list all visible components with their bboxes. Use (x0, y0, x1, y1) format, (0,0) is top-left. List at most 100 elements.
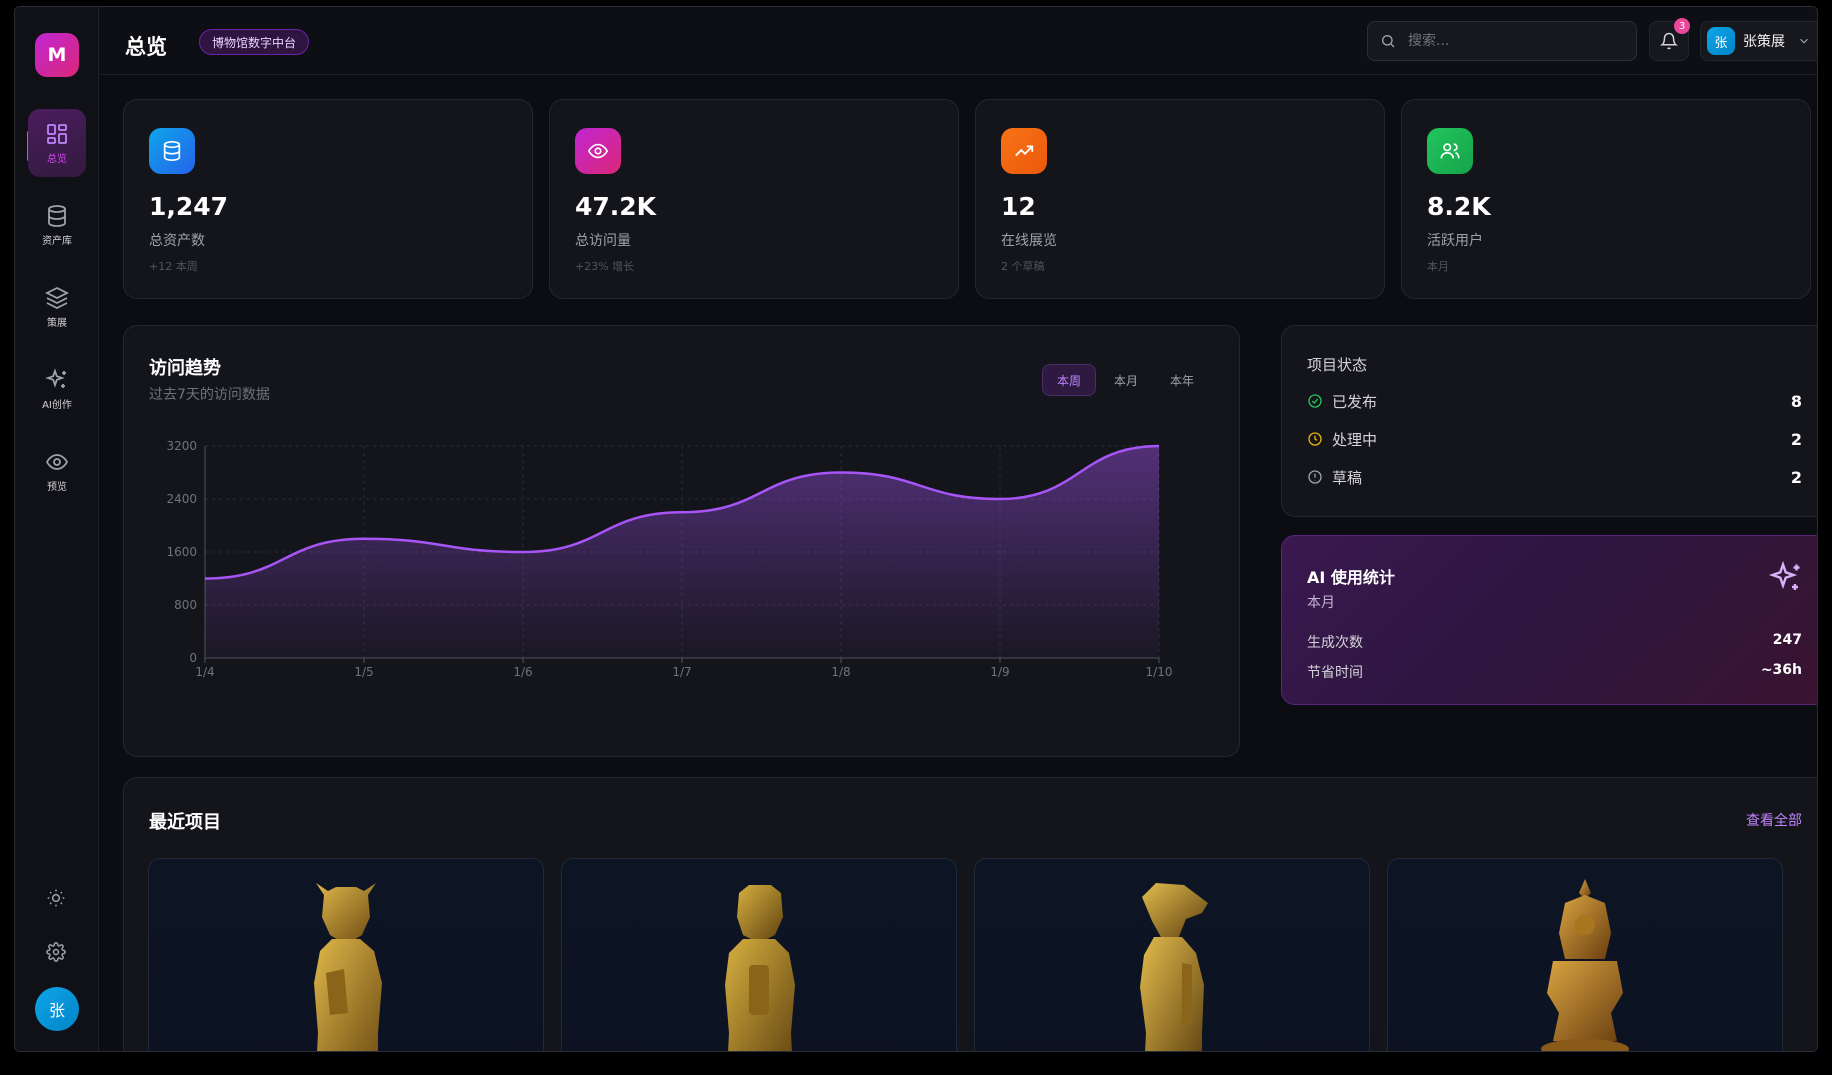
chart-title: 访问趋势 (149, 358, 221, 379)
stat-value: 1,247 (149, 192, 229, 221)
visit-trend-chart: 0 800 1600 2400 3200 1/4 1/5 1/6 1/7 1/8 1/9 1/10 (166, 439, 1173, 679)
sparkles-icon (45, 367, 66, 388)
visit-trend-card: 访问趋势 过去7天的访问数据 本周 本月 本年 0 800 1600 2400 3200… (123, 325, 1240, 757)
settings-button[interactable] (41, 937, 71, 967)
search-icon (1382, 35, 1395, 48)
chevron-down-icon (1800, 38, 1808, 44)
status-name: 已发布 (1332, 392, 1378, 411)
stat-subtext: +23% 增长 (575, 260, 635, 273)
sidebar-item-assets[interactable]: 资产库 (28, 191, 86, 259)
sidebar-item-label: AI创作 (42, 399, 72, 411)
x-tick-label: 1/6 (513, 665, 532, 679)
sidebar-item-curation[interactable]: 策展 (28, 273, 86, 341)
bell-icon (1660, 32, 1678, 50)
database-icon (48, 204, 66, 227)
project-card[interactable] (974, 858, 1370, 1051)
project-card[interactable] (148, 858, 544, 1051)
search-box[interactable] (1367, 21, 1637, 61)
status-title: 项目状态 (1307, 356, 1368, 374)
y-tick-label: 2400 (166, 492, 197, 506)
x-tick-label: 1/5 (354, 665, 373, 679)
status-value: 8 (1790, 391, 1802, 411)
status-name: 草稿 (1332, 468, 1363, 487)
chart-subtitle: 过去7天的访问数据 (149, 387, 270, 403)
stat-card-assets: 1,247 总资产数 +12 本周 (123, 99, 533, 299)
ai-stat-row: 生成次数 247 (1307, 632, 1802, 652)
ai-stat-value: ~36h (1760, 662, 1802, 678)
user-menu[interactable]: 张 张策展 (1700, 21, 1817, 61)
page-title: 总览 (125, 35, 167, 59)
range-year-button[interactable]: 本年 (1170, 373, 1195, 388)
series-line (204, 444, 1160, 580)
range-week-button[interactable]: 本周 (1042, 364, 1097, 396)
view-all-link[interactable]: 查看全部 (1746, 813, 1802, 829)
stat-subtext: +12 本周 (149, 260, 198, 273)
sidebar: M 总览 资产库 策展 AI创作 预览 张 (15, 7, 99, 1051)
sidebar-item-preview[interactable]: 预览 (28, 437, 86, 505)
sparkles-icon (1768, 560, 1800, 590)
ox-statue-image (314, 883, 382, 1051)
app-logo[interactable]: M (35, 33, 79, 77)
stat-label: 在线展览 (1001, 233, 1057, 249)
sidebar-item-label: 预览 (47, 481, 67, 493)
stat-card-visits: 47.2K 总访问量 +23% 增长 (549, 99, 959, 299)
x-tick-label: 1/7 (672, 665, 691, 679)
stat-label: 活跃用户 (1427, 233, 1483, 249)
stat-subtext: 2 个草稿 (1001, 260, 1045, 273)
project-card[interactable] (561, 858, 957, 1051)
dashboard-icon (47, 123, 67, 144)
platform-badge: 博物馆数字中台 (199, 29, 310, 55)
area-fill (205, 446, 1159, 658)
range-month-button[interactable]: 本月 (1114, 373, 1139, 388)
x-tick-label: 1/8 (831, 665, 850, 679)
theme-toggle-button[interactable] (41, 883, 71, 913)
status-row-processing: 处理中 2 (1307, 428, 1802, 450)
ai-stat-row: 节省时间 ~36h (1307, 662, 1802, 682)
gear-icon (46, 942, 66, 962)
database-icon (149, 128, 195, 174)
stat-subtext: 本月 (1427, 260, 1449, 273)
sidebar-item-ai[interactable]: AI创作 (28, 355, 86, 423)
sidebar-item-label: 资产库 (42, 235, 72, 247)
section-title: 最近项目 (149, 812, 221, 833)
ai-stat-name: 节省时间 (1307, 665, 1363, 681)
clock-icon (1308, 432, 1322, 446)
app-window: M 总览 资产库 策展 AI创作 预览 张 总览 (14, 6, 1818, 1052)
stat-card-exhibitions: 12 在线展览 2 个草稿 (975, 99, 1385, 299)
buddha-shrine-image (1541, 879, 1629, 1051)
ai-stat-value: 247 (1772, 632, 1802, 648)
y-tick-label: 0 (189, 651, 197, 665)
stat-label: 总访问量 (575, 233, 631, 249)
eye-icon (575, 128, 621, 174)
project-card[interactable] (1387, 858, 1783, 1051)
ai-card-subtitle: 本月 (1307, 595, 1335, 611)
stat-value: 8.2K (1427, 192, 1491, 221)
stat-label: 总资产数 (149, 233, 205, 249)
x-tick-label: 1/9 (990, 665, 1009, 679)
user-avatar: 张 (1707, 27, 1735, 55)
stat-value: 47.2K (575, 192, 657, 221)
tiger-statue-image (725, 885, 795, 1051)
x-tick-label: 1/4 (195, 665, 214, 679)
y-tick-label: 1600 (166, 545, 197, 559)
trending-up-icon (1001, 128, 1047, 174)
top-header: 总览 博物馆数字中台 3 张 张策展 (99, 7, 1817, 75)
recent-projects-section: 最近项目 查看全部 (123, 777, 1817, 1051)
stat-value: 12 (1001, 192, 1036, 221)
ai-usage-card: AI 使用统计 本月 生成次数 247 节省时间 ~36h (1281, 535, 1817, 705)
stat-card-users: 8.2K 活跃用户 本月 (1401, 99, 1811, 299)
x-tick-label: 1/10 (1146, 665, 1173, 679)
status-value: 2 (1790, 467, 1802, 487)
ai-card-title: AI 使用统计 (1307, 568, 1395, 587)
search-input[interactable] (1408, 33, 1608, 49)
y-tick-label: 800 (174, 598, 197, 612)
check-circle-icon (1308, 394, 1322, 408)
project-status-card: 项目状态 已发布 8 处理中 2 草稿 2 (1281, 325, 1817, 517)
sidebar-item-overview[interactable]: 总览 (28, 109, 86, 177)
status-row-published: 已发布 8 (1307, 390, 1802, 412)
user-name: 张策展 (1743, 34, 1785, 50)
notifications-button[interactable]: 3 (1649, 18, 1690, 61)
status-value: 2 (1790, 429, 1802, 449)
sun-icon (47, 889, 65, 907)
user-avatar[interactable]: 张 (35, 987, 79, 1031)
